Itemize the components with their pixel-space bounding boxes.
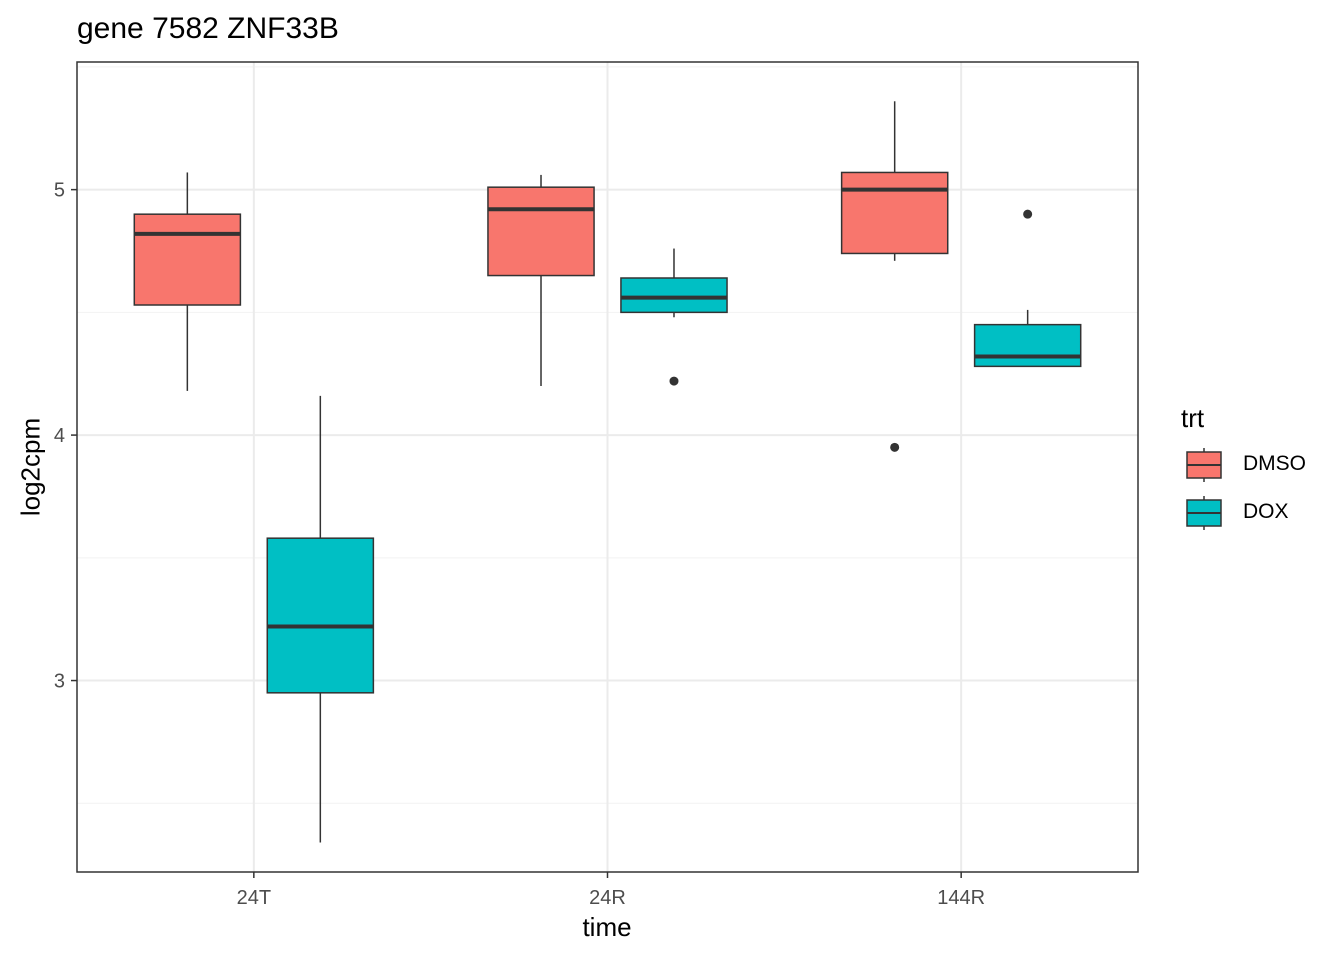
- y-tick-label: 3: [54, 671, 65, 693]
- y-tick-label: 4: [54, 425, 65, 447]
- y-tick-label: 5: [54, 180, 65, 202]
- x-tick-label: 144R: [937, 887, 985, 909]
- box-dox: [620, 277, 728, 314]
- box-dmso: [840, 171, 949, 255]
- legend-label-dmso: DMSO: [1243, 452, 1306, 475]
- box-dox: [973, 323, 1082, 368]
- outlier-point: [1023, 209, 1033, 219]
- x-tick-label: 24R: [589, 887, 626, 909]
- x-axis-label: time: [582, 912, 632, 942]
- box-dmso: [133, 213, 242, 306]
- y-axis-label: log2cpm: [15, 417, 46, 517]
- box-dmso: [487, 186, 595, 277]
- outlier-point: [669, 376, 679, 386]
- x-tick-label: 24T: [237, 887, 271, 909]
- box-dox: [266, 537, 375, 694]
- outlier-point: [890, 442, 900, 452]
- chart-title: gene 7582 ZNF33B: [77, 12, 339, 45]
- legend-label-dox: DOX: [1243, 500, 1289, 523]
- legend-title: trt: [1181, 403, 1205, 433]
